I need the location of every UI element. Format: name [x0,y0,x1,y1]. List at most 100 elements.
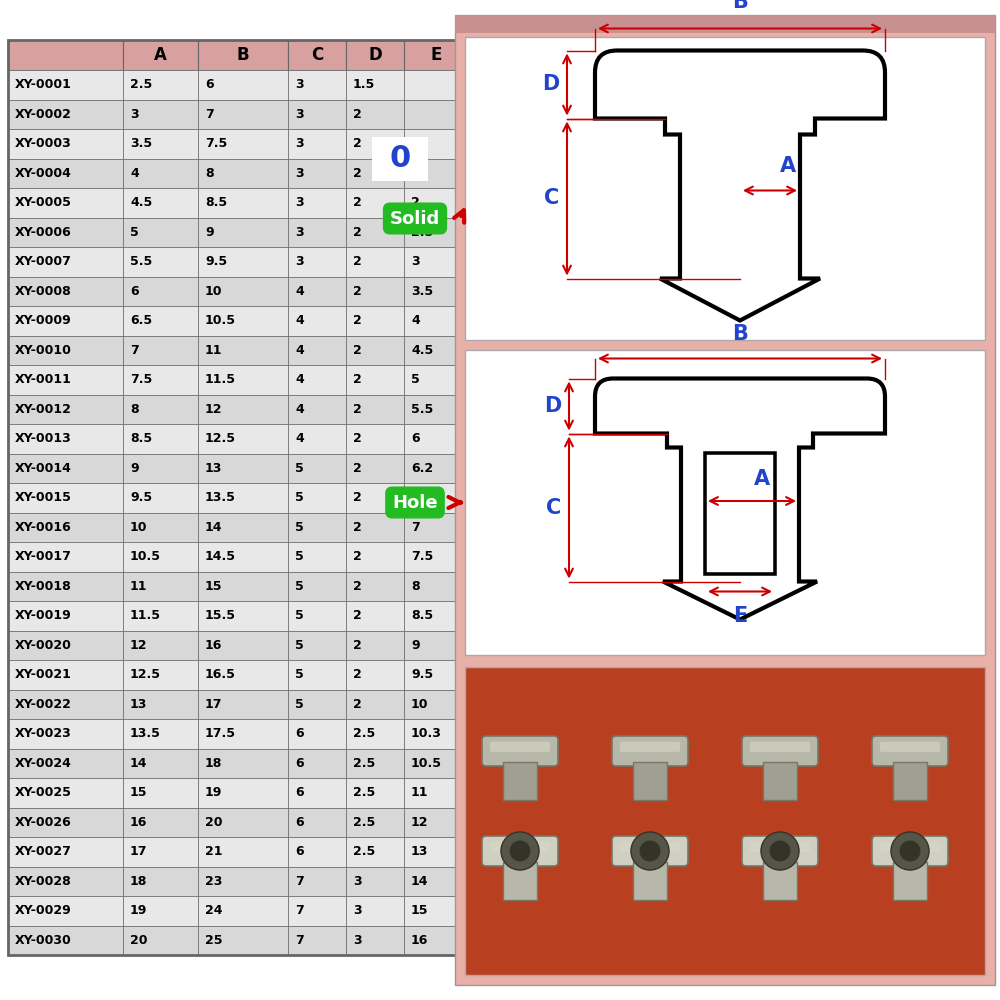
Text: 6: 6 [130,285,139,298]
FancyBboxPatch shape [750,842,810,852]
Bar [404,748,469,778]
Bar [346,100,404,129]
Text: 2: 2 [353,196,362,209]
Bar [893,862,927,900]
Text: 15: 15 [130,786,148,799]
FancyBboxPatch shape [872,836,948,866]
Bar [404,454,469,483]
Text: XY-0027: XY-0027 [15,845,72,858]
Bar [503,862,537,900]
Bar [288,424,346,454]
Text: 7: 7 [205,108,214,121]
FancyBboxPatch shape [742,836,818,866]
Text: 9: 9 [411,639,420,652]
Text: XY-0012: XY-0012 [15,403,72,416]
Bar [346,808,404,837]
Text: 16: 16 [205,639,222,652]
Bar [8,778,123,808]
Bar [288,601,346,631]
Text: 2: 2 [353,226,362,239]
Text: 4: 4 [295,344,304,357]
Text: 4: 4 [295,285,304,298]
Text: 11.5: 11.5 [205,373,236,386]
Text: 11: 11 [130,580,148,593]
Text: 3: 3 [130,108,139,121]
Bar [288,129,346,158]
Text: Hole: Hole [392,493,438,512]
Text: 5: 5 [295,639,304,652]
Bar [465,667,985,975]
FancyBboxPatch shape [880,742,940,752]
Text: 3: 3 [295,226,304,239]
Bar [8,896,123,926]
Bar [123,247,198,276]
Text: 2: 2 [353,432,362,445]
Bar [404,601,469,631]
Bar [198,926,288,955]
Text: A: A [154,46,167,64]
Bar [404,719,469,748]
Bar [404,424,469,454]
Text: 3: 3 [295,137,304,150]
Bar [346,454,404,483]
Text: 8.5: 8.5 [411,609,433,622]
Text: 5: 5 [295,491,304,504]
Text: 7.5: 7.5 [130,373,152,386]
Bar [288,100,346,129]
Text: C: C [544,188,559,209]
Text: 19: 19 [130,904,147,917]
Bar [404,158,469,188]
Text: 10.3: 10.3 [411,727,442,740]
Bar [288,719,346,748]
Bar [288,483,346,512]
Bar [404,512,469,542]
Bar [346,512,404,542]
Text: XY-0004: XY-0004 [15,167,72,180]
Bar [503,762,537,800]
Text: D: D [368,46,382,64]
Bar [288,542,346,572]
Bar [372,136,428,180]
Bar [8,158,123,188]
Text: 16.5: 16.5 [205,668,236,681]
Text: 2: 2 [411,196,420,209]
Bar [346,660,404,690]
Text: 20: 20 [130,934,148,947]
Bar [455,15,995,33]
Text: XY-0002: XY-0002 [15,108,72,121]
Circle shape [891,832,929,870]
Text: 12.5: 12.5 [130,668,161,681]
Bar [123,424,198,454]
Text: 3: 3 [295,78,304,91]
Text: 18: 18 [205,757,222,770]
Bar [198,454,288,483]
Bar [404,660,469,690]
Bar [465,350,985,655]
Text: XY-0018: XY-0018 [15,580,72,593]
Bar [288,306,346,336]
Text: 7.5: 7.5 [411,550,433,563]
Bar [404,837,469,866]
Bar [288,778,346,808]
Bar [198,336,288,365]
Bar [8,719,123,748]
Text: 5.5: 5.5 [411,403,433,416]
FancyBboxPatch shape [612,836,688,866]
Bar [8,40,469,955]
Bar [346,483,404,512]
Text: 11: 11 [205,344,222,357]
Text: XY-0019: XY-0019 [15,609,72,622]
Text: 8.5: 8.5 [130,432,152,445]
Bar [288,454,346,483]
Text: 1.5: 1.5 [353,78,375,91]
Text: 14: 14 [205,521,222,534]
Bar [455,15,995,985]
Bar [346,926,404,955]
Bar [198,748,288,778]
Text: 3.5: 3.5 [411,285,433,298]
Bar [8,631,123,660]
Circle shape [770,841,790,861]
Text: 14.5: 14.5 [205,550,236,563]
Bar [8,483,123,512]
Bar [8,100,123,129]
